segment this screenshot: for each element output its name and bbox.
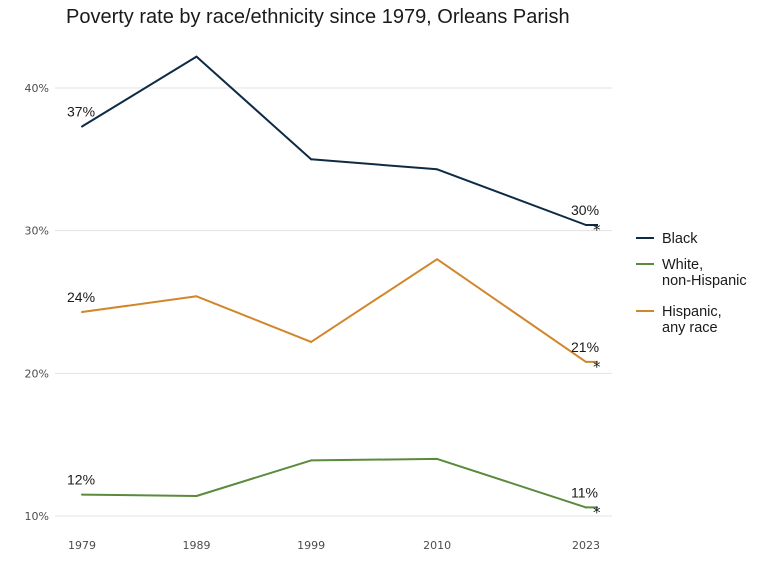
data-label-start: 24% <box>67 289 95 305</box>
legend-label: Black <box>662 231 698 247</box>
legend-label: any race <box>662 320 718 336</box>
data-point <box>196 495 198 497</box>
legend-label: non-Hispanic <box>662 273 747 289</box>
data-labels: 37% 30% * 12% 11% * 24% 21% * <box>67 104 601 522</box>
y-tick-label: 40% <box>25 82 49 95</box>
data-point <box>436 458 438 460</box>
y-tick-label: 10% <box>25 510 49 523</box>
data-point <box>196 56 198 58</box>
y-tick-label: 20% <box>25 367 49 380</box>
data-point <box>585 224 587 226</box>
series-line-3 <box>82 259 598 362</box>
x-tick-label: 2023 <box>572 539 600 552</box>
legend: Black White,non-Hispanic Hispanic,any race <box>636 231 747 336</box>
data-point <box>585 361 587 363</box>
footnote-marker: * <box>593 221 601 239</box>
data-point <box>196 295 198 297</box>
x-tick-label: 1999 <box>297 539 325 552</box>
data-point <box>310 459 312 461</box>
data-label-end: 21% <box>571 339 599 355</box>
footnote-marker: * <box>593 503 601 521</box>
data-point <box>310 341 312 343</box>
data-point <box>436 168 438 170</box>
legend-label: Hispanic, <box>662 304 722 320</box>
data-point <box>81 494 83 496</box>
data-label-end: 11% <box>571 484 598 500</box>
data-point <box>81 311 83 313</box>
data-label-start: 12% <box>67 472 95 488</box>
data-label-start: 37% <box>67 104 95 120</box>
data-point <box>310 158 312 160</box>
gridlines <box>55 88 612 516</box>
x-tick-label: 2010 <box>423 539 451 552</box>
data-point <box>81 126 83 128</box>
y-tick-label: 30% <box>25 225 49 238</box>
series <box>81 56 598 509</box>
footnote-marker: * <box>593 358 601 376</box>
data-point <box>585 506 587 508</box>
x-tick-label: 1989 <box>183 539 211 552</box>
data-label-end: 30% <box>571 202 599 218</box>
legend-label: White, <box>662 257 703 273</box>
x-tick-label: 1979 <box>68 539 96 552</box>
axes: 10% 20% 30% 40% 1979 1989 1999 2010 2023 <box>25 82 600 552</box>
data-point <box>436 258 438 260</box>
series-line-1 <box>82 57 598 225</box>
series-line-2 <box>82 459 598 508</box>
